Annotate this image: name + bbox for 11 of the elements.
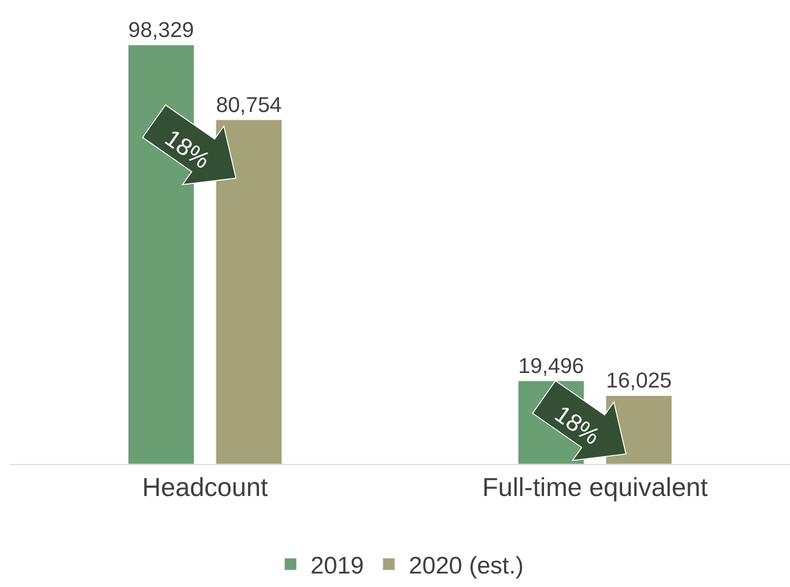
data-label: 16,025 [606,368,672,393]
data-label: 98,329 [128,18,194,42]
annotation: 18% [160,124,215,174]
data-label: 80,754 [216,92,282,117]
legend-label: 2020 (est.) [408,552,524,580]
data-label: 19,496 [518,354,584,378]
legend-label: 2019 [310,552,364,580]
annotation: 18% [550,400,604,450]
bar [216,120,282,464]
x-tick-label: Headcount [142,472,269,502]
x-tick-label: Full-time equivalent [482,472,708,502]
